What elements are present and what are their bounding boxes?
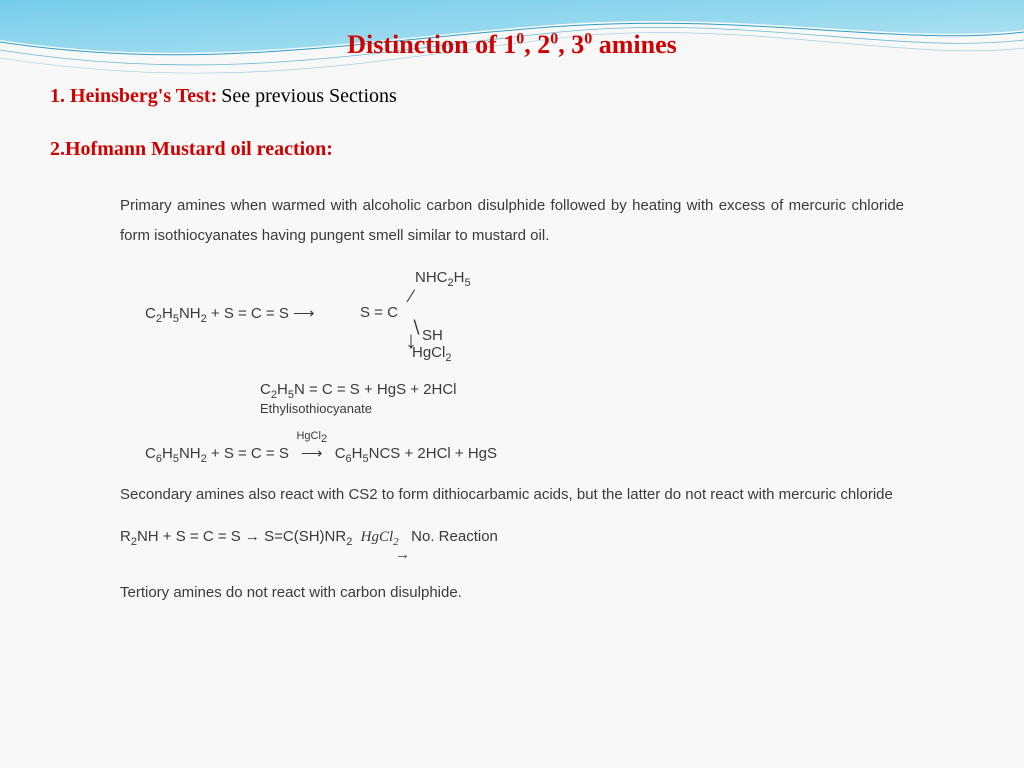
eq1-product-label: Ethylisothiocyanate [260,401,372,416]
eq1-reagent: HgCl2 [412,344,451,364]
section-1-heading: 1. Heinsberg's Test: [50,85,217,107]
down-arrow-icon: ↓ [405,329,417,353]
eq3-line: R2NH + S = C = S → S=C(SH)NR2 HgCl2 No. … [120,528,904,548]
section-2-para-2: Secondary amines also react with CS2 to … [120,480,904,510]
section-2-para-1: Primary amines when warmed with alcoholi… [120,191,904,251]
equation-3: R2NH + S = C = S → S=C(SH)NR2 HgCl2 No. … [120,528,904,563]
equation-1: C2H5NH2 + S = C = S ⟶ NHC2H5 ∕ S = C ∖ S… [120,269,904,465]
section-1: 1. Heinsberg's Test: See previous Sectio… [50,85,974,108]
eq3-arrow-under: → [395,546,904,563]
page-title: Distinction of 10, 20, 30 amines [50,30,974,60]
section-2-heading-row: 2.Hofmann Mustard oil reaction: [50,138,974,161]
section-1-note: See previous Sections [221,85,397,107]
eq1-branch-up: NHC2H5 [415,269,471,289]
eq1-reactant: C2H5NH2 + S = C = S ⟶ [145,304,315,325]
eq1-slash-up: ∕ [410,286,413,307]
eq1-product: C2H5N = C = S + HgS + 2HCl [260,381,457,401]
equation-2: C6H5NH2 + S = C = S HgCl2⟶ C6H5NCS + 2HC… [145,444,904,465]
eq1-branch-down: SH [422,327,443,344]
section-2-para-3: Tertiory amines do not react with carbon… [120,578,904,608]
section-2-heading: 2.Hofmann Mustard oil reaction: [50,138,333,160]
slide-content: Distinction of 10, 20, 30 amines 1. Hein… [0,0,1024,656]
eq1-carbon: S = C [360,304,398,321]
